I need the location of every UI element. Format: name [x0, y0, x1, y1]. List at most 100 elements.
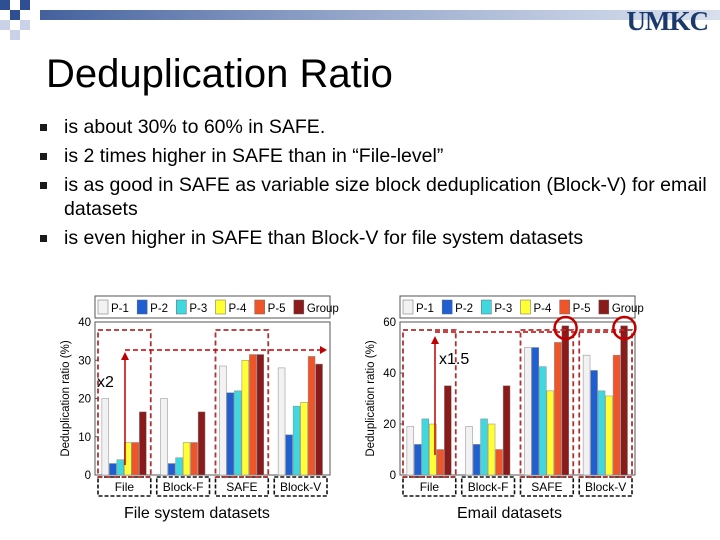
chart-file-system: P-1 P-2 P-3 P-4 P-5 Group 0 10 20 30 40 Deduplicati… — [60, 295, 339, 497]
legend-swatch — [176, 299, 187, 315]
bar — [190, 442, 198, 476]
annotation-arrowhead — [121, 352, 129, 360]
chart-caption-email: Email datasets — [457, 505, 562, 522]
bar — [277, 367, 286, 476]
bar — [620, 325, 628, 476]
bar — [605, 395, 613, 476]
bar — [116, 459, 125, 476]
bar — [160, 398, 168, 476]
bar — [307, 356, 316, 476]
annotation-arrowhead — [431, 336, 439, 344]
umkc-logo: UMKC — [626, 6, 709, 36]
y-axis-label: Deduplication ratio (%) — [60, 340, 72, 457]
legend-label: Group — [612, 303, 644, 315]
category-label: File — [420, 480, 440, 494]
chart-legend: P-1 P-2 P-3 P-4 P-5 Group — [399, 295, 644, 319]
bar — [241, 360, 250, 476]
bullet-text: is about 30% to 60% in SAFE. — [64, 116, 326, 138]
annotation-arrowhead — [320, 346, 327, 354]
bullet-square-icon — [40, 182, 47, 189]
bar — [219, 365, 227, 476]
bar — [444, 385, 452, 476]
chart-legend: P-1 P-2 P-3 P-4 P-5 Group — [94, 295, 339, 319]
bar — [436, 449, 445, 476]
highlight-box — [578, 329, 633, 478]
legend-swatch — [215, 299, 226, 315]
legend-label: P-1 — [111, 303, 129, 315]
highlight-box — [97, 329, 152, 478]
bar — [531, 347, 540, 476]
bar — [175, 457, 183, 476]
bar — [554, 342, 562, 476]
legend-box — [94, 295, 331, 319]
bar — [182, 442, 191, 476]
bar — [487, 423, 496, 476]
legend-label: P-3 — [494, 303, 512, 315]
legend-swatch — [136, 299, 148, 315]
y-tick-label: 40 — [383, 368, 396, 380]
legend-swatch — [97, 299, 109, 315]
bar — [256, 354, 265, 476]
legend-label: P-4 — [229, 303, 248, 315]
bullet-text: is as good in SAFE as variable size bloc… — [64, 174, 707, 220]
bullet-item: is even higher in SAFE than Block-V for … — [38, 226, 718, 250]
category-label: SAFE — [531, 480, 562, 494]
legend-label: P-5 — [268, 303, 286, 315]
bar — [226, 392, 235, 476]
bullet-square-icon — [40, 153, 47, 160]
legend-swatch — [481, 299, 492, 315]
y-tick-label: 30 — [78, 355, 91, 367]
category-label: SAFE — [226, 480, 257, 494]
highlight-circle — [612, 315, 637, 341]
y-tick-label: 0 — [390, 470, 396, 482]
bar — [109, 463, 117, 476]
bar — [315, 363, 323, 476]
bullet-square-icon — [40, 235, 47, 242]
y-axis-label: Deduplication ratio (%) — [365, 340, 377, 457]
legend-label: P-5 — [573, 303, 591, 315]
bullet-list: is about 30% to 60% in SAFE. is 2 times … — [38, 115, 718, 255]
legend-swatch — [254, 299, 265, 315]
bar — [249, 354, 257, 476]
bar — [582, 354, 591, 476]
legend-swatch — [559, 299, 570, 315]
legend-label: P-2 — [455, 303, 473, 315]
highlight-box — [519, 329, 575, 478]
bar — [101, 398, 110, 476]
legend-label: P-4 — [534, 303, 553, 315]
bar — [539, 366, 547, 476]
bar — [480, 418, 488, 476]
chart-caption-file-system: File system datasets — [124, 505, 270, 522]
bar — [465, 426, 473, 476]
bar — [590, 370, 598, 476]
bar — [292, 405, 301, 476]
y-tick-label: 20 — [383, 419, 396, 431]
legend-label: P-2 — [150, 303, 168, 315]
bar — [524, 347, 532, 476]
bullet-text: is even higher in SAFE than Block-V for … — [64, 227, 584, 249]
bullet-square-icon — [40, 124, 47, 131]
bar — [197, 411, 206, 476]
highlight-box — [402, 329, 457, 478]
highlight-box — [214, 329, 270, 478]
legend-swatch — [293, 299, 305, 315]
category-label: Block-V — [280, 480, 321, 494]
legend-label: P-1 — [416, 303, 434, 315]
legend-swatch — [402, 299, 414, 315]
bar — [131, 442, 140, 476]
legend-box — [399, 295, 636, 319]
annotation-label: x1.5 — [439, 351, 469, 368]
bar — [472, 444, 481, 476]
legend-swatch — [598, 299, 610, 315]
y-tick-label: 40 — [78, 317, 91, 329]
category-box — [273, 476, 328, 497]
bar — [612, 354, 621, 476]
bar — [406, 426, 415, 476]
annotation-label: x2 — [97, 374, 114, 391]
y-tick-label: 20 — [78, 394, 91, 406]
bullet-item: is as good in SAFE as variable size bloc… — [38, 173, 718, 221]
y-tick-label: 10 — [78, 432, 91, 444]
chart-email: P-1 P-2 P-3 P-4 P-5 Group 0 20 40 60 Deduplication… — [365, 295, 644, 497]
y-tick-label: 0 — [85, 470, 91, 482]
slide-title: Deduplication Ratio — [46, 52, 393, 96]
